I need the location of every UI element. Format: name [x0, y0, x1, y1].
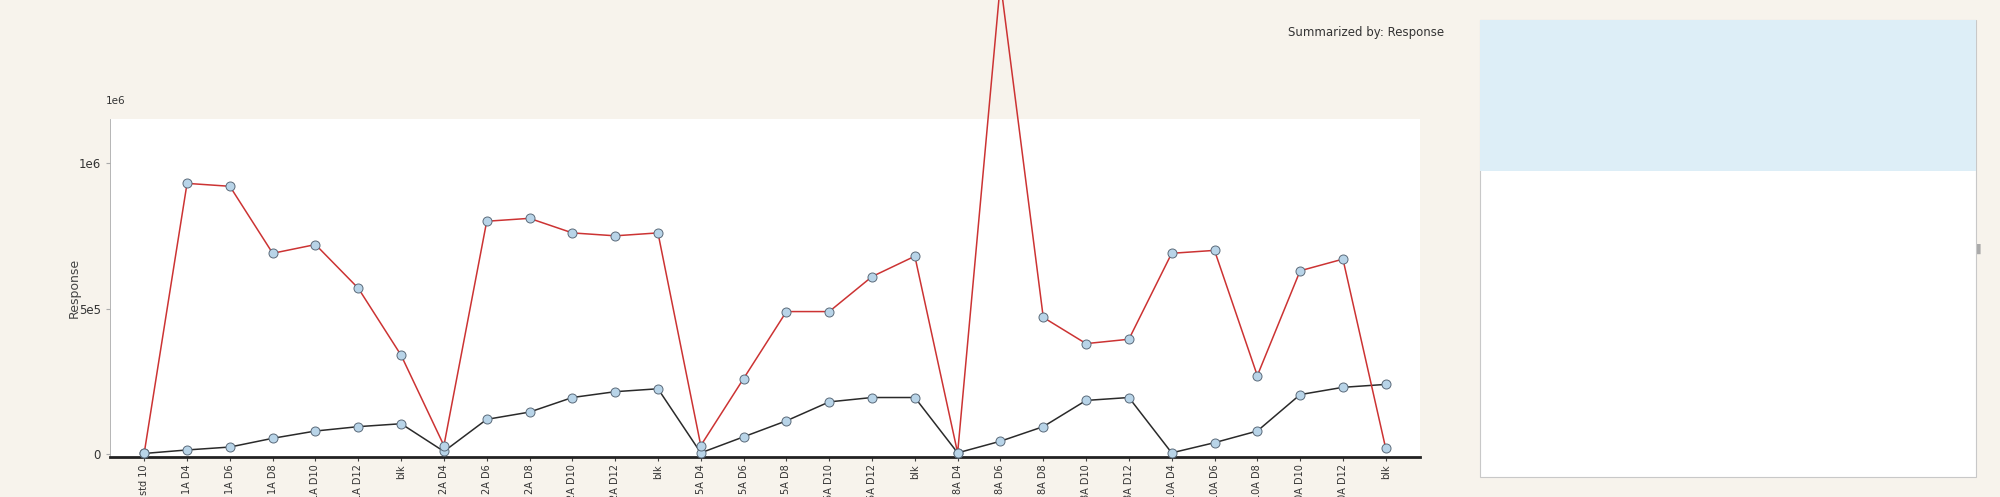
Text: ▐: ▐: [1972, 244, 1980, 253]
Y-axis label: Response: Response: [68, 258, 82, 318]
Text: Choline Phosphate: Choline Phosphate: [1632, 86, 1742, 99]
Text: 1e6: 1e6: [106, 96, 126, 106]
Text: Choline: Choline: [1632, 196, 1678, 209]
Text: Summarized by: Response: Summarized by: Response: [1288, 26, 1444, 39]
